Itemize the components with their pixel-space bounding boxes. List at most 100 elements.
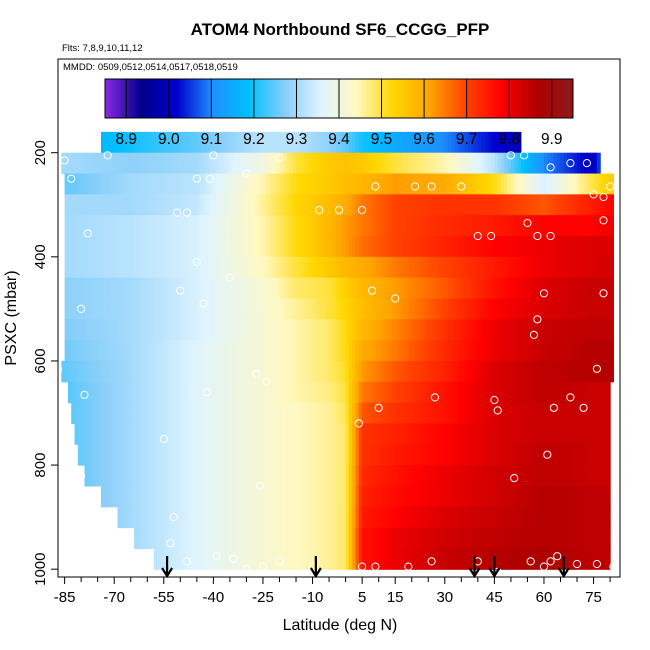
heatmap-cell xyxy=(256,256,261,279)
heatmap-cell xyxy=(226,298,231,320)
heatmap-cell xyxy=(481,194,486,216)
heatmap-cell xyxy=(448,423,452,445)
heatmap-cell xyxy=(325,360,330,383)
heatmap-cell xyxy=(484,152,489,175)
heatmap-cell xyxy=(537,173,542,195)
heatmap-cell xyxy=(153,215,158,237)
heatmap-cell xyxy=(583,319,588,341)
heatmap-cell xyxy=(107,465,112,487)
heatmap-cell xyxy=(438,506,443,529)
heatmap-cell xyxy=(272,173,277,195)
heatmap-cell xyxy=(329,319,333,341)
heatmap-cell xyxy=(507,194,512,216)
heatmap-cell xyxy=(375,423,380,445)
heatmap-cell xyxy=(74,423,79,445)
heatmap-cell xyxy=(256,485,261,508)
heatmap-cell xyxy=(210,548,214,570)
heatmap-cell xyxy=(302,131,307,154)
heatmap-cell xyxy=(451,298,456,320)
heatmap-cell xyxy=(415,194,419,216)
heatmap-cell xyxy=(259,131,264,154)
heatmap-cell xyxy=(504,527,509,549)
heatmap-cell xyxy=(84,236,89,258)
heatmap-cell xyxy=(339,256,343,279)
heatmap-cell xyxy=(302,319,307,341)
heatmap-cell xyxy=(378,360,383,383)
heatmap-cell xyxy=(507,506,512,529)
heatmap-cell xyxy=(567,423,572,445)
heatmap-cell xyxy=(345,423,350,445)
heatmap-cell xyxy=(603,402,608,425)
heatmap-cell xyxy=(193,506,198,529)
heatmap-cell xyxy=(593,319,598,341)
heatmap-cell xyxy=(550,381,555,404)
heatmap-cell xyxy=(262,194,267,216)
heatmap-cell xyxy=(249,319,254,341)
heatmap-cell xyxy=(180,277,185,300)
heatmap-cell xyxy=(550,548,555,570)
heatmap-cell xyxy=(190,236,195,258)
heatmap-cell xyxy=(553,423,558,445)
heatmap-cell xyxy=(107,423,112,445)
heatmap-cell xyxy=(239,548,244,570)
heatmap-cell xyxy=(434,444,439,466)
heatmap-cell xyxy=(100,319,105,341)
heatmap-cell xyxy=(315,236,320,258)
heatmap-cell xyxy=(87,152,92,175)
heatmap-cell xyxy=(153,152,158,175)
heatmap-cell xyxy=(467,256,472,279)
heatmap-cell xyxy=(547,506,552,529)
heatmap-cell xyxy=(226,548,231,570)
heatmap-cell xyxy=(213,319,218,341)
heatmap-cell xyxy=(500,444,505,466)
heatmap-cell xyxy=(464,236,469,258)
heatmap-cell xyxy=(196,485,201,508)
heatmap-cell xyxy=(276,465,281,487)
heatmap-cell xyxy=(355,131,360,154)
heatmap-cell xyxy=(365,194,370,216)
heatmap-cell xyxy=(335,277,340,300)
heatmap-cell xyxy=(451,131,456,154)
heatmap-cell xyxy=(309,194,314,216)
colorbar-tick-label: 9.2 xyxy=(243,131,265,148)
heatmap-cell xyxy=(563,215,568,237)
heatmap-cell xyxy=(398,340,403,362)
heatmap-cell xyxy=(309,423,314,445)
heatmap-cell xyxy=(434,423,439,445)
heatmap-cell xyxy=(520,444,525,466)
heatmap-cell xyxy=(276,277,281,300)
heatmap-cell xyxy=(97,444,102,466)
heatmap-cell xyxy=(385,215,390,237)
sample-point xyxy=(354,419,363,428)
heatmap-cell xyxy=(322,340,327,362)
heatmap-cell xyxy=(163,298,168,320)
heatmap-cell xyxy=(272,444,277,466)
heatmap-cell xyxy=(114,256,119,279)
heatmap-cell xyxy=(104,236,109,258)
heatmap-cell xyxy=(94,423,99,445)
heatmap-cell xyxy=(296,402,300,425)
heatmap-cell xyxy=(517,465,522,487)
heatmap-cell xyxy=(580,506,585,529)
heatmap-cell xyxy=(302,485,307,508)
heatmap-cell xyxy=(186,548,191,570)
heatmap-cell xyxy=(408,236,413,258)
heatmap-cell xyxy=(593,506,598,529)
heatmap-cell xyxy=(236,236,241,258)
heatmap-cell xyxy=(200,360,205,383)
x-axis-tick-label: 75 xyxy=(585,589,602,606)
heatmap-cell xyxy=(279,215,284,237)
heatmap-cell xyxy=(567,360,572,383)
heatmap-cell xyxy=(365,402,370,425)
heatmap-cell xyxy=(312,173,317,195)
heatmap-cell xyxy=(219,423,224,445)
heatmap-cell xyxy=(332,236,337,258)
heatmap-cell xyxy=(381,215,386,237)
heatmap-cell xyxy=(385,548,390,570)
heatmap-cell xyxy=(223,194,228,216)
heatmap-cell xyxy=(491,298,495,320)
heatmap-cell xyxy=(540,444,545,466)
heatmap-cell xyxy=(196,423,201,445)
heatmap-cell xyxy=(325,444,330,466)
heatmap-cell xyxy=(117,173,122,195)
